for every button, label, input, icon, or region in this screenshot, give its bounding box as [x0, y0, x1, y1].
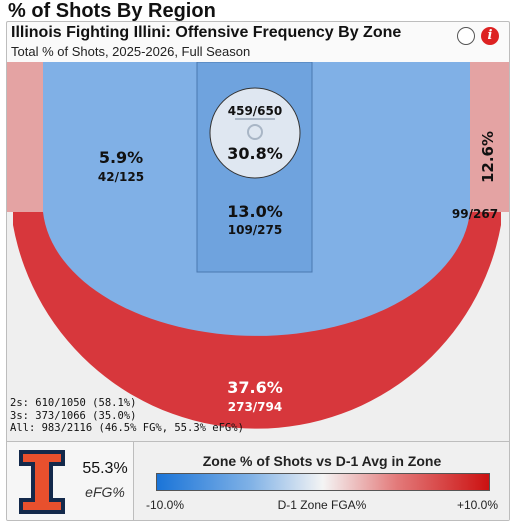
color-legend: Zone % of Shots vs D-1 Avg in Zone -10.0… — [133, 442, 509, 520]
efg-value: 55.3% — [82, 460, 128, 477]
paint-pct: 13.0% — [227, 202, 283, 221]
midrange-makes: 42/125 — [98, 170, 144, 184]
court-chart: 459/650 30.8% 13.0% 109/275 5.9% 42/125 … — [7, 62, 509, 442]
legend-min: -10.0% — [146, 498, 185, 512]
corner-right-pct: 12.6% — [479, 131, 497, 183]
three-makes: 273/794 — [228, 400, 282, 414]
team-logo — [17, 448, 67, 516]
restricted-makes: 459/650 — [228, 104, 282, 118]
corner-right-makes: 99/267 — [452, 207, 498, 221]
legend-title: Zone % of Shots vs D-1 Avg in Zone — [202, 453, 442, 469]
card-subtitle: Total % of Shots, 2025-2026, Full Season — [11, 44, 251, 59]
midrange-pct: 5.9% — [99, 148, 143, 167]
efg-label: eFG% — [85, 484, 125, 500]
totals-threes: 3s: 373/1066 (35.0%) — [10, 409, 137, 422]
restricted-pct: 30.8% — [227, 144, 283, 163]
toggle-circle-button[interactable] — [457, 27, 475, 45]
paint-makes: 109/275 — [228, 223, 282, 237]
three-pct: 37.6% — [227, 378, 283, 397]
totals-summary: 2s: 610/1050 (58.1%) 3s: 373/1066 (35.0%… — [10, 397, 244, 435]
shot-chart-card: Illinois Fighting Illini: Offensive Freq… — [6, 21, 510, 521]
legend-gradient-bar — [156, 473, 490, 491]
card-title: Illinois Fighting Illini: Offensive Freq… — [11, 24, 402, 41]
bottom-bar: 55.3% eFG% Zone % of Shots vs D-1 Avg in… — [7, 441, 509, 520]
totals-all: All: 983/2116 (46.5% FG%, 55.3% eFG%) — [10, 422, 244, 434]
page-title: % of Shots By Region — [8, 0, 216, 22]
illinois-logo-icon — [19, 450, 65, 514]
zone-restricted[interactable] — [209, 87, 301, 179]
info-icon[interactable]: i — [481, 27, 499, 45]
legend-max: +10.0% — [456, 498, 498, 512]
totals-twos: 2s: 610/1050 (58.1%) — [10, 397, 137, 409]
zone-corner-left[interactable] — [7, 62, 43, 212]
zone-corner-right[interactable] — [470, 62, 509, 212]
hoop — [247, 124, 263, 140]
legend-mid: D-1 Zone FGA% — [277, 498, 367, 512]
